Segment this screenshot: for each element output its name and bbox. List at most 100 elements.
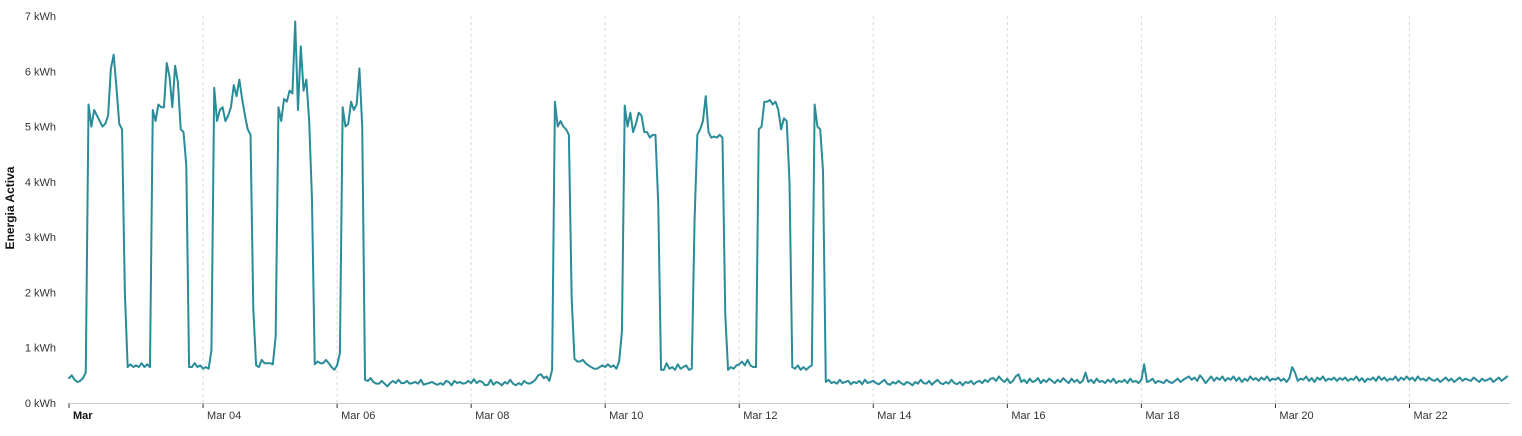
data-point[interactable] [215, 119, 220, 124]
data-point[interactable] [332, 367, 337, 372]
data-point[interactable] [533, 377, 538, 382]
data-point[interactable] [656, 201, 661, 206]
data-point[interactable] [346, 121, 351, 126]
data-point[interactable] [237, 77, 242, 82]
data-point[interactable] [273, 334, 278, 339]
data-point[interactable] [614, 366, 619, 371]
data-point[interactable] [673, 367, 678, 372]
data-point[interactable] [1505, 374, 1510, 379]
data-point[interactable] [639, 113, 644, 118]
data-point[interactable] [1287, 376, 1292, 381]
data-point[interactable] [304, 77, 309, 82]
data-point[interactable] [1091, 381, 1096, 386]
data-point[interactable] [1142, 362, 1147, 367]
data-point[interactable] [617, 359, 622, 364]
data-point[interactable] [89, 124, 94, 129]
data-point[interactable] [675, 362, 680, 367]
data-point[interactable] [92, 107, 97, 112]
data-point[interactable] [108, 66, 113, 71]
data-point[interactable] [1393, 374, 1398, 379]
data-point[interactable] [787, 179, 792, 184]
data-point[interactable] [175, 80, 180, 85]
data-point[interactable] [228, 105, 233, 110]
data-point[interactable] [1016, 372, 1021, 377]
data-point[interactable] [298, 44, 303, 49]
data-point[interactable] [80, 376, 85, 381]
data-point[interactable] [106, 113, 111, 118]
data-point[interactable] [1125, 381, 1130, 386]
data-point[interactable] [337, 351, 342, 356]
data-point[interactable] [1237, 375, 1242, 380]
data-point[interactable] [150, 107, 155, 112]
data-point[interactable] [284, 99, 289, 104]
data-point[interactable] [860, 382, 865, 387]
data-point[interactable] [240, 96, 245, 101]
data-point[interactable] [170, 105, 175, 110]
data-point[interactable] [622, 103, 627, 108]
data-point[interactable] [184, 163, 189, 168]
data-point[interactable] [661, 367, 666, 372]
data-point[interactable] [784, 119, 789, 124]
data-point[interactable] [220, 105, 225, 110]
data-point[interactable] [723, 312, 728, 317]
data-point[interactable] [242, 113, 247, 118]
data-point[interactable] [234, 94, 239, 99]
data-point[interactable] [307, 119, 312, 124]
data-point[interactable] [1024, 381, 1029, 386]
data-point[interactable] [795, 363, 800, 368]
data-point[interactable] [1231, 374, 1236, 379]
data-point[interactable] [569, 295, 574, 300]
data-point[interactable] [695, 132, 700, 137]
data-point[interactable] [1354, 374, 1359, 379]
data-point[interactable] [167, 74, 172, 79]
data-point[interactable] [296, 107, 301, 112]
data-point[interactable] [544, 374, 549, 379]
data-point[interactable] [767, 98, 772, 103]
data-point[interactable] [1066, 381, 1071, 386]
data-point[interactable] [1036, 376, 1041, 381]
data-point[interactable] [700, 119, 705, 124]
data-point[interactable] [809, 363, 814, 368]
data-point[interactable] [547, 378, 552, 383]
data-point[interactable] [335, 363, 340, 368]
data-point[interactable] [449, 383, 454, 388]
data-point[interactable] [1220, 374, 1225, 379]
data-point[interactable] [1111, 376, 1116, 381]
data-point[interactable] [111, 52, 116, 57]
data-point[interactable] [631, 130, 636, 135]
data-point[interactable] [1200, 376, 1205, 381]
data-point[interactable] [290, 91, 295, 96]
data-point[interactable] [1139, 377, 1144, 382]
data-point[interactable] [555, 124, 560, 129]
data-point[interactable] [209, 348, 214, 353]
data-point[interactable] [114, 85, 119, 90]
data-point[interactable] [351, 107, 356, 112]
data-point[interactable] [418, 377, 423, 382]
data-point[interactable] [357, 66, 362, 71]
data-point[interactable] [1265, 374, 1270, 379]
data-point[interactable] [1413, 378, 1418, 383]
data-point[interactable] [1150, 376, 1155, 381]
data-point[interactable] [360, 124, 365, 129]
data-point[interactable] [173, 63, 178, 68]
data-point[interactable] [276, 105, 281, 110]
data-point[interactable] [488, 377, 493, 382]
data-point[interactable] [226, 113, 231, 118]
data-point[interactable] [1245, 378, 1250, 383]
data-point[interactable] [248, 132, 253, 137]
data-point[interactable] [270, 362, 275, 367]
data-point[interactable] [231, 83, 236, 88]
data-point[interactable] [223, 119, 228, 124]
data-point[interactable] [1080, 378, 1085, 383]
data-point[interactable] [818, 127, 823, 132]
data-point[interactable] [645, 130, 650, 135]
data-point[interactable] [776, 107, 781, 112]
data-point[interactable] [164, 60, 169, 65]
data-point[interactable] [692, 218, 697, 223]
data-point[interactable] [256, 365, 261, 370]
data-point[interactable] [293, 19, 298, 24]
data-point[interactable] [689, 366, 694, 371]
data-point[interactable] [684, 363, 689, 368]
data-point[interactable] [147, 365, 152, 370]
data-point[interactable] [97, 119, 102, 124]
